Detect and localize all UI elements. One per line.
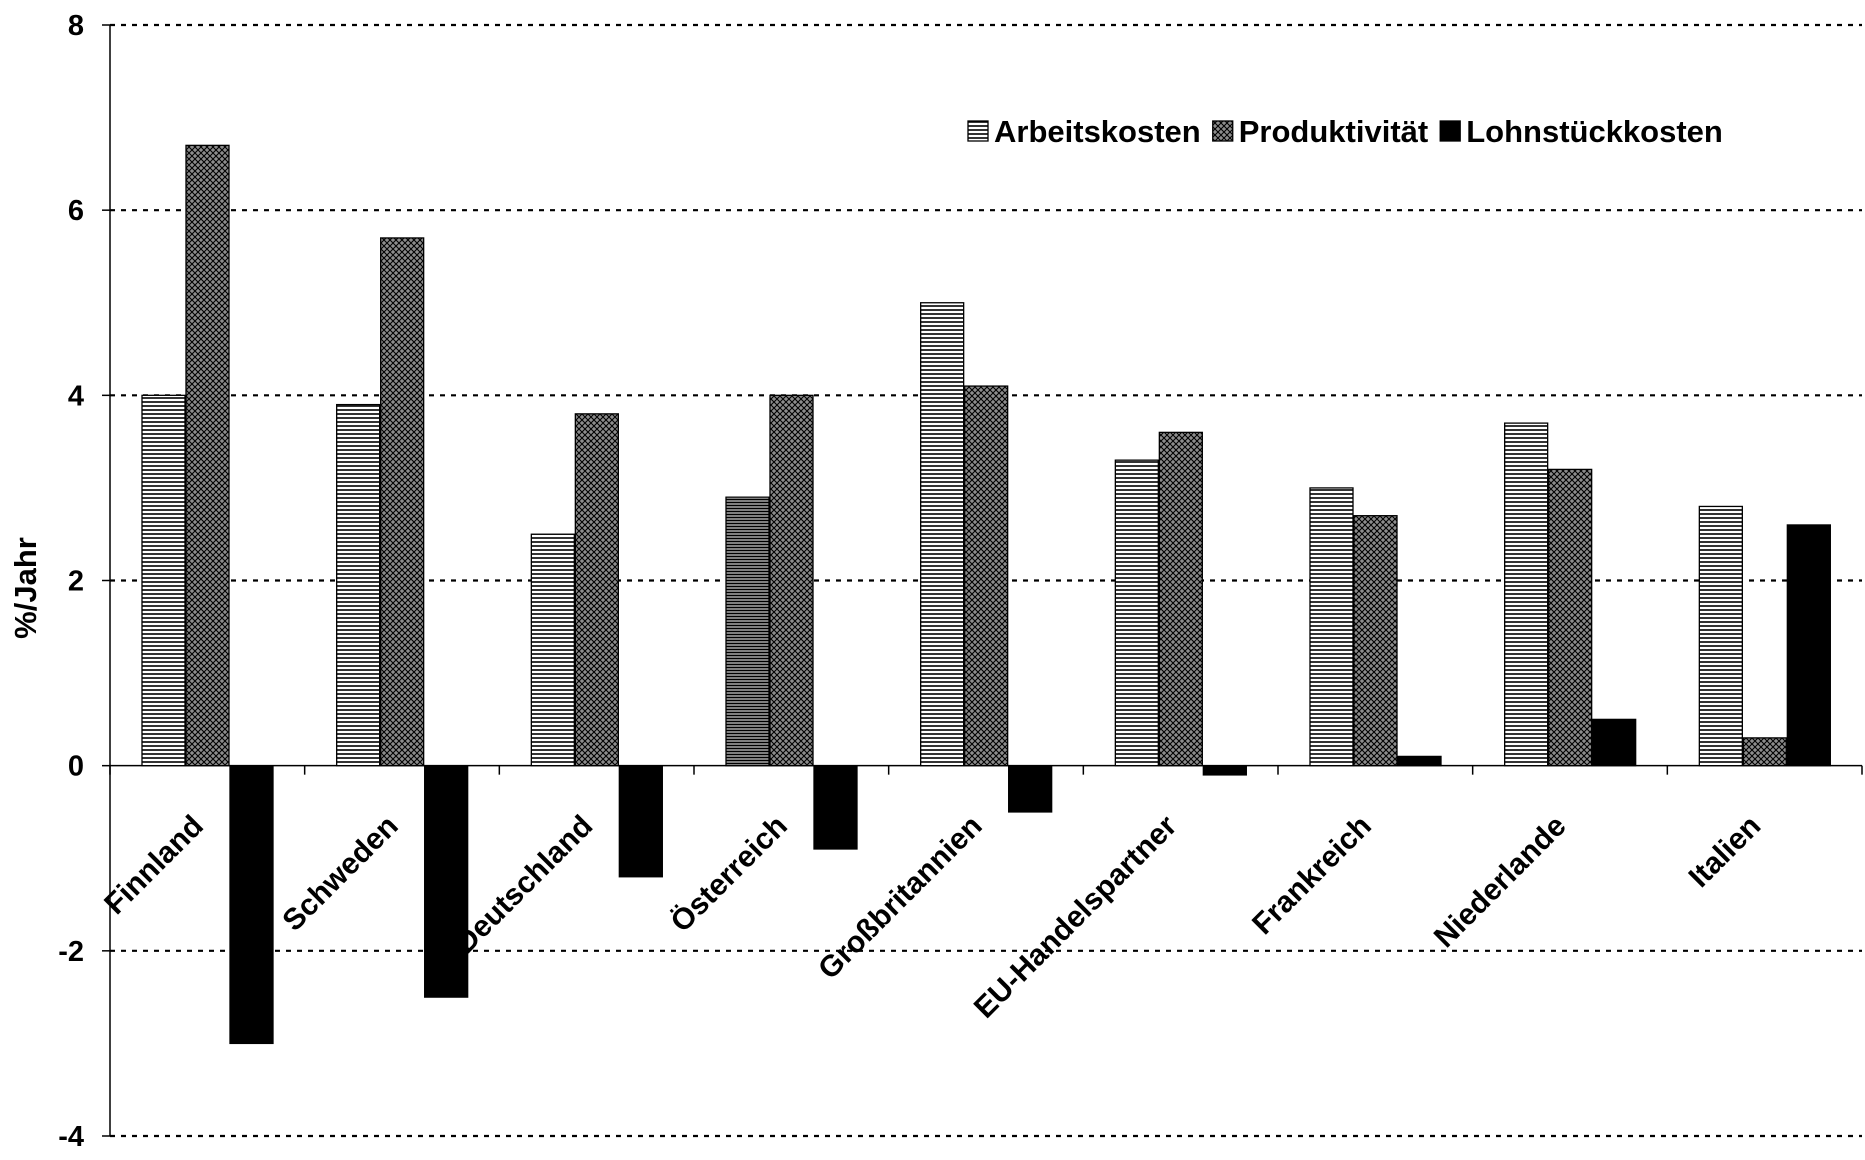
legend-label: Arbeitskosten: [994, 114, 1201, 149]
bar-arbeitskosten: [336, 403, 381, 767]
category-label: Italien: [1683, 809, 1768, 894]
legend-label: Produktivität: [1239, 114, 1428, 149]
y-axis-label: %/Jahr: [8, 537, 43, 639]
y-tick-label: 0: [68, 751, 84, 783]
bar-lohnstückkosten: [813, 765, 858, 850]
y-tick-label: -2: [58, 936, 84, 968]
bar-produktivität: [964, 385, 1009, 767]
category-label: Schweden: [276, 809, 404, 937]
y-tick-label: 6: [68, 195, 84, 227]
bar-lohnstückkosten: [229, 765, 274, 1045]
y-tick-label: 8: [68, 10, 84, 42]
category-label: Frankreich: [1246, 809, 1378, 941]
legend: Arbeitskosten Produktivität Lohnstückkoste…: [967, 114, 1723, 149]
bar-arbeitskosten: [1309, 487, 1354, 767]
category-label: Niederlande: [1428, 809, 1573, 954]
bar-lohnstückkosten: [1008, 765, 1053, 813]
category-label: Deutschland: [449, 809, 600, 960]
bar-lohnstückkosten: [424, 765, 469, 998]
category-label: Finnland: [98, 809, 210, 921]
bar-arbeitskosten: [725, 496, 770, 767]
bar-produktivität: [380, 237, 425, 767]
legend-swatch: [1212, 120, 1234, 142]
bar-lohnstückkosten: [1592, 718, 1637, 767]
bar-lohnstückkosten: [1202, 765, 1247, 776]
bar-lohnstückkosten: [1786, 524, 1831, 767]
bar-lohnstückkosten: [618, 765, 663, 878]
y-tick-label: 2: [68, 566, 84, 598]
bar-arbeitskosten: [1114, 459, 1159, 767]
bar-produktivität: [185, 144, 230, 767]
bar-produktivität: [574, 413, 619, 767]
category-labels: Finnland Schweden Deutschland Österreich Gro…: [98, 809, 1767, 1025]
bar-arbeitskosten: [141, 394, 186, 767]
bar-arbeitskosten: [1504, 422, 1549, 767]
bar-arbeitskosten: [530, 533, 575, 767]
y-tick-label: 4: [68, 380, 84, 412]
bar-lohnstückkosten: [1397, 755, 1442, 767]
bar-produktivität: [1353, 515, 1398, 767]
bar-arbeitskosten: [1698, 505, 1743, 767]
category-label: EU-Handelspartner: [968, 809, 1184, 1025]
legend-swatch: [967, 120, 989, 142]
legend-swatch: [1439, 120, 1461, 142]
bar-produktivität: [1548, 468, 1593, 767]
bar-arbeitskosten: [920, 302, 965, 767]
y-tick-label: -4: [58, 1121, 84, 1153]
bars: [141, 144, 1831, 1045]
category-label: Österreich: [664, 809, 793, 938]
legend-label: Lohnstückkosten: [1466, 114, 1723, 149]
bar-produktivität: [1158, 431, 1203, 767]
bar-produktivität: [1742, 737, 1787, 767]
bar-produktivität: [769, 394, 814, 767]
